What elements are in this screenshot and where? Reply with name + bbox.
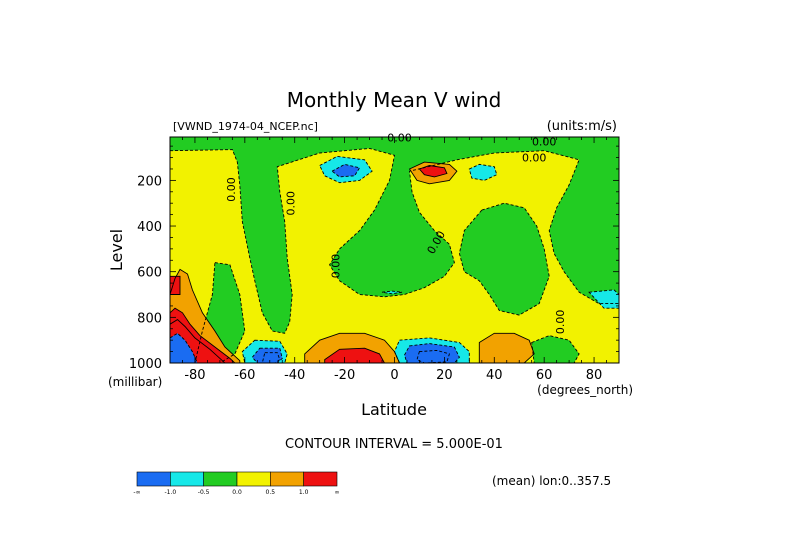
colorbar-label: 0.5 (266, 489, 276, 496)
contour-region-6-2 (419, 165, 447, 177)
x-axis: -80 -60 -40 -20 0 20 40 60 80 (169, 137, 620, 383)
contour-label: 0.00 (225, 177, 238, 202)
contour-region-1-0 (170, 137, 619, 334)
contour-line-5-1 (304, 332, 400, 363)
colorbar-label: -1.0 (164, 489, 176, 496)
contour-region-1-3 (531, 335, 580, 363)
contour-line-5-0 (170, 268, 241, 363)
y-tick-label: 600 (137, 266, 162, 281)
contour-line-7-0 (170, 319, 226, 363)
dataset-label: [VWND_1974-04_NCEP.nc] (173, 120, 318, 133)
colorbar-label: 1.0 (299, 489, 309, 496)
contour-region-9-0 (170, 276, 180, 295)
contour-label: 0.00 (387, 132, 412, 145)
contour-fill-layer (170, 137, 619, 363)
contour-line-6-2 (418, 165, 448, 178)
contour-region-5-3 (479, 333, 535, 363)
chart-title: Monthly Mean V wind (287, 88, 502, 112)
colorbar-swatch (170, 471, 204, 487)
y-tick-label: 800 (137, 311, 162, 326)
x-tick-label: -60 (234, 368, 255, 383)
y-axis-title: Level (107, 229, 126, 271)
x-axis-units: (degrees_north) (537, 383, 633, 397)
contour-line-2-1 (468, 163, 498, 181)
x-tick-label: 60 (536, 368, 553, 383)
contour-line-1-2 (458, 202, 550, 316)
contour-region-4-0 (262, 352, 280, 363)
contour-label: 0.00 (330, 254, 343, 279)
contour-region-2-1 (469, 164, 497, 181)
contour-line-9-0 (170, 275, 181, 295)
contour-line-5-2 (408, 161, 458, 185)
colorbar-swatch (270, 471, 304, 487)
contour-line-5-3 (478, 332, 535, 363)
contour-region-6-1 (324, 348, 385, 363)
units-label: (units:m/s) (547, 119, 617, 134)
contour-region-1-2 (459, 203, 550, 316)
y-axis-units: (millibar) (108, 375, 162, 389)
contour-line-3-1 (251, 347, 283, 363)
contour-line-4-0 (261, 352, 281, 363)
contour-line-2-2 (588, 289, 619, 309)
contour-line-2-0 (319, 155, 373, 184)
contour-line-4-1 (416, 349, 450, 363)
x-tick-label: 80 (586, 368, 603, 383)
y-tick-label: 1000 (129, 357, 162, 372)
contour-interval-note: CONTOUR INTERVAL = 5.000E-01 (285, 437, 503, 452)
x-tick-label: -80 (184, 368, 205, 383)
colorbar-swatch (303, 471, 338, 487)
contour-label: 0.00 (522, 152, 547, 165)
colorbar-label: -0.5 (198, 489, 210, 496)
x-tick-label: 20 (436, 368, 453, 383)
contour-line-8-0 (170, 332, 198, 363)
contour-label: 0.00 (285, 191, 298, 216)
contour-line-1-1 (194, 262, 246, 363)
x-tick-label: -20 (334, 368, 355, 383)
colorbar-label: ∞ (335, 489, 340, 496)
y-tick-label: 200 (137, 174, 162, 189)
y-axis: 200 400 600 800 1000 (129, 145, 619, 372)
colorbar-swatch (136, 471, 171, 487)
contour-region-8-0 (170, 333, 198, 363)
contour-label: 0.00 (554, 310, 567, 335)
contour-line-6-0 (170, 307, 236, 363)
contour-line-2-3 (241, 339, 288, 363)
colorbar-label: -∞ (133, 489, 140, 496)
contour-line-1-3 (531, 335, 580, 363)
colorbar: -∞ -1.0 -0.5 0.0 0.5 1.0 ∞ (133, 471, 340, 496)
colorbar-label: 0.0 (232, 489, 242, 496)
x-axis-title: Latitude (361, 400, 427, 419)
mean-note: (mean) lon:0..357.5 (492, 474, 611, 488)
y-tick-label: 400 (137, 220, 162, 235)
x-tick-label: 0 (390, 368, 398, 383)
x-tick-label: 40 (486, 368, 503, 383)
contour-line-3-0 (331, 163, 361, 178)
colorbar-swatch (236, 471, 271, 487)
contour-line-2-5 (381, 290, 403, 295)
x-tick-label: -40 (284, 368, 305, 383)
contour-line-6-1 (324, 347, 386, 363)
contour-region-4-1 (417, 350, 450, 363)
colorbar-swatch (203, 471, 238, 487)
